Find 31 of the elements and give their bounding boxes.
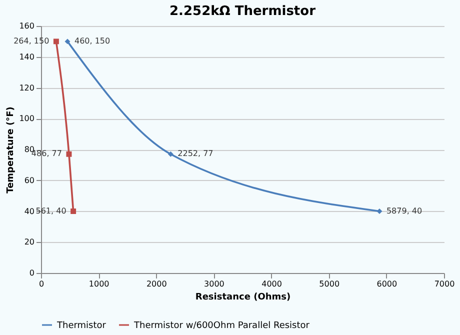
point xyxy=(66,151,72,157)
legend-label: Thermistor xyxy=(56,321,106,331)
x-tick-label: 3000 xyxy=(204,280,224,288)
point xyxy=(53,38,59,44)
y-tick-label: 20 xyxy=(24,238,34,247)
y-tick-label: 140 xyxy=(19,52,34,62)
y-tick-label: 120 xyxy=(19,83,34,92)
x-tick-label: 5000 xyxy=(319,280,340,288)
point xyxy=(64,38,70,44)
data-label: 5879, 40 xyxy=(386,206,422,216)
point xyxy=(376,208,382,214)
x-tick-label: 7000 xyxy=(434,280,455,288)
legend-label: Thermistor w/600Ohm Parallel Resistor xyxy=(133,321,310,331)
y-tick-label: 80 xyxy=(24,145,34,154)
y-tick-label: 100 xyxy=(19,114,34,124)
x-axis-title: Resistance (Ohms) xyxy=(195,292,291,302)
y-tick-label: 160 xyxy=(19,22,34,30)
y-axis-title: Temperature (°F) xyxy=(6,106,16,194)
y-tick-label: 40 xyxy=(24,206,34,216)
x-tick-label: 1000 xyxy=(88,280,110,288)
y-tick-label: 0 xyxy=(29,268,34,278)
data-label: 460, 150 xyxy=(74,36,110,46)
point xyxy=(70,208,76,214)
x-tick-label: 6000 xyxy=(376,280,398,288)
x-tick-label: 2000 xyxy=(146,280,167,288)
x-tick-label: 0 xyxy=(38,280,44,288)
data-label: 2252, 77 xyxy=(178,149,214,158)
x-tick-label: 4000 xyxy=(262,280,282,288)
chart-title: 2.252kΩ Thermistor xyxy=(170,4,316,19)
y-tick-label: 60 xyxy=(24,176,34,185)
point xyxy=(168,151,174,157)
